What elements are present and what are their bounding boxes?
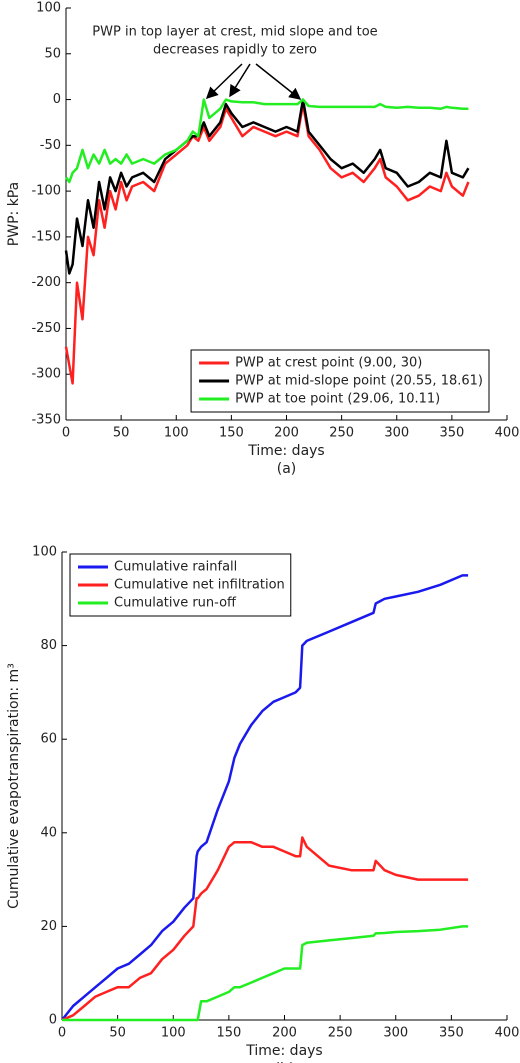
y-tick-label: 100 xyxy=(36,1,61,16)
series-line xyxy=(64,98,470,275)
y-tick-label: -350 xyxy=(31,413,61,428)
y-axis-label: Cumulative evapotranspiration: m³ xyxy=(6,663,22,909)
caption: (b) xyxy=(275,1061,295,1063)
legend: Cumulative rainfall Cumulative net infilt… xyxy=(69,553,292,617)
series-line xyxy=(64,102,470,385)
legend-label: PWP at crest point (9.00, 30) xyxy=(235,356,422,371)
x-tick-label: 250 xyxy=(329,426,354,441)
x-tick-label: 50 xyxy=(113,426,130,441)
x-tick-label: 100 xyxy=(161,1026,186,1041)
annotation-arrow xyxy=(229,63,251,98)
x-tick-label: 0 xyxy=(62,426,70,441)
y-tick-label: -250 xyxy=(31,321,61,336)
series-line xyxy=(61,574,469,1021)
x-tick-label: 200 xyxy=(272,1026,297,1041)
y-tick-label: 100 xyxy=(32,545,57,560)
legend-label: Cumulative run-off xyxy=(114,596,237,611)
legend-label: Cumulative rainfall xyxy=(114,560,237,575)
series-line xyxy=(61,836,469,1022)
y-tick-label: 60 xyxy=(40,732,57,747)
x-tick-label: 50 xyxy=(109,1026,126,1041)
legend: PWP at crest point (9.00, 30) PWP at mid-… xyxy=(190,349,490,413)
x-tick-label: 200 xyxy=(274,426,299,441)
x-tick-label: 300 xyxy=(383,1026,408,1041)
y-tick-label: 20 xyxy=(40,919,57,934)
x-tick-label: 350 xyxy=(439,426,464,441)
annotation-arrow xyxy=(255,63,302,100)
y-axis-label: PWP: kPa xyxy=(6,182,22,246)
y-tick-label: -50 xyxy=(40,138,61,153)
y-tick-label: 40 xyxy=(40,825,57,840)
x-tick-label: 350 xyxy=(439,1026,464,1041)
y-tick-label: 0 xyxy=(53,92,61,107)
y-tick-label: 80 xyxy=(40,638,57,653)
y-tick-label: -100 xyxy=(31,184,61,199)
legend-label: PWP at toe point (29.06, 10.11) xyxy=(235,392,440,407)
legend-label: Cumulative net infiltration xyxy=(114,578,285,593)
y-tick-label: 50 xyxy=(44,46,61,61)
annotation-arrow xyxy=(205,63,243,100)
y-tick-label: -150 xyxy=(31,229,61,244)
y-tick-label: -300 xyxy=(31,367,61,382)
series-line xyxy=(62,925,469,1022)
y-tick-label: 0 xyxy=(49,1013,57,1028)
annotation: PWP in top layer at crest, mid slope and… xyxy=(92,25,377,40)
annotation: decreases rapidly to zero xyxy=(153,43,317,58)
x-axis-label: Time: days xyxy=(247,443,324,459)
x-tick-label: 400 xyxy=(495,1026,520,1041)
y-tick-label: -200 xyxy=(31,275,61,290)
legend-box xyxy=(190,349,490,413)
x-tick-label: 250 xyxy=(328,1026,353,1041)
x-tick-label: 300 xyxy=(384,426,409,441)
x-tick-label: 400 xyxy=(495,426,520,441)
x-tick-label: 150 xyxy=(216,1026,241,1041)
x-tick-label: 0 xyxy=(58,1026,66,1041)
legend-label: PWP at mid-slope point (20.55, 18.61) xyxy=(235,374,483,389)
x-axis-label: Time: days xyxy=(245,1043,322,1059)
x-tick-label: 100 xyxy=(164,426,189,441)
caption: (a) xyxy=(277,461,297,477)
x-tick-label: 150 xyxy=(219,426,244,441)
series-line xyxy=(64,98,469,184)
